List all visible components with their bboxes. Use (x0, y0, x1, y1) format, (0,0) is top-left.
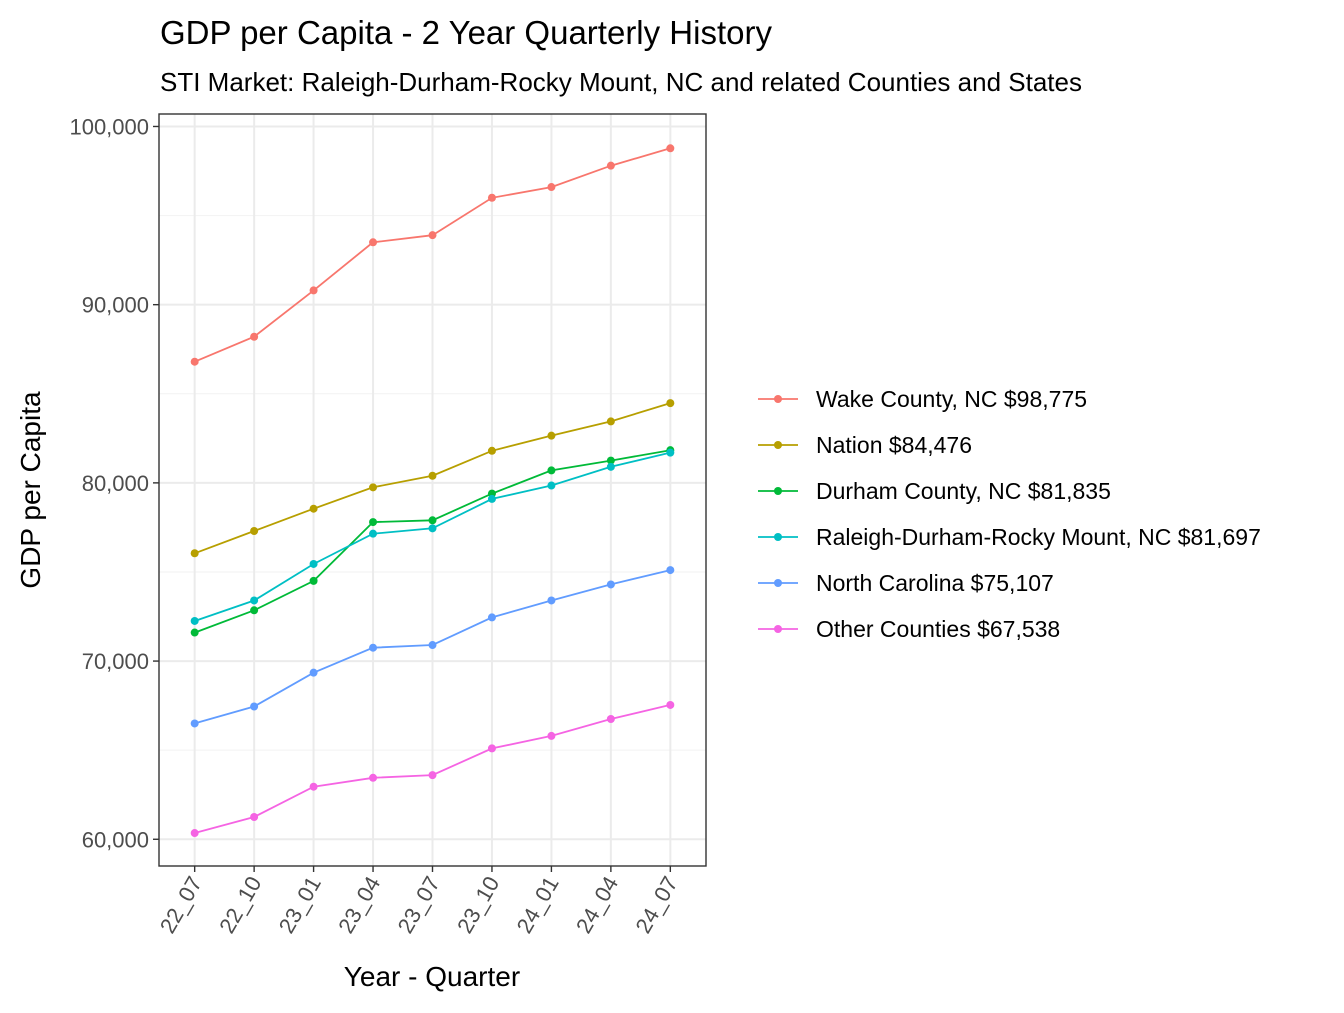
y-axis-title: GDP per Capita (15, 391, 46, 589)
legend-key-point (774, 625, 782, 633)
x-tick-label: 24_07 (630, 872, 682, 937)
series-point (250, 526, 259, 535)
legend-key-point (774, 395, 782, 403)
legend-item-3: Raleigh-Durham-Rocky Mount, NC $81,697 (758, 524, 1261, 550)
legend-key-point (774, 579, 782, 587)
series-4 (190, 566, 675, 728)
series-point (369, 238, 378, 247)
series-point (369, 483, 378, 492)
series-point (487, 613, 496, 622)
series-point (190, 616, 199, 625)
x-tick-label: 22_07 (155, 872, 207, 937)
series-point (428, 516, 437, 525)
series-point (190, 549, 199, 558)
series-point (428, 231, 437, 240)
y-tick-label: 100,000 (69, 114, 149, 139)
series-point (666, 448, 675, 457)
series-point (547, 596, 556, 605)
x-tick-label: 23_04 (333, 872, 385, 937)
series-point (487, 494, 496, 503)
series-point (428, 524, 437, 533)
series-point (606, 580, 615, 589)
series-point (487, 193, 496, 202)
y-tick-label: 70,000 (82, 649, 149, 674)
legend-key-point (774, 487, 782, 495)
legend-key-point (774, 441, 782, 449)
series-point (606, 714, 615, 723)
series-point (250, 332, 259, 341)
x-tick-label: 23_01 (274, 872, 326, 937)
series-point (309, 576, 318, 585)
series-point (250, 606, 259, 615)
series-1 (190, 399, 675, 558)
legend-item-2: Durham County, NC $81,835 (758, 478, 1111, 504)
series-point (369, 529, 378, 538)
series-point (309, 668, 318, 677)
series-point (666, 144, 675, 153)
series-point (428, 471, 437, 480)
chart-title: GDP per Capita - 2 Year Quarterly Histor… (160, 14, 772, 51)
series-point (547, 466, 556, 475)
legend-label: Raleigh-Durham-Rocky Mount, NC $81,697 (816, 524, 1261, 550)
series-point (487, 446, 496, 455)
legend-item-1: Nation $84,476 (758, 432, 972, 458)
legend-layer: Wake County, NC $98,775 Nation $84,476 Dur… (758, 386, 1261, 642)
series-point (547, 183, 556, 192)
y-tick-label: 60,000 (82, 827, 149, 852)
legend-label: Nation $84,476 (816, 432, 972, 458)
series-point (190, 719, 199, 728)
series-point (309, 504, 318, 513)
series-point (369, 773, 378, 782)
series-point (606, 456, 615, 465)
series-point (190, 829, 199, 838)
x-tick-label: 22_10 (214, 872, 266, 937)
legend-label: Other Counties $67,538 (816, 616, 1060, 642)
series-point (250, 702, 259, 711)
legend-label: Durham County, NC $81,835 (816, 478, 1111, 504)
legend-key-point (774, 533, 782, 541)
series-point (547, 731, 556, 740)
series-layer (190, 144, 675, 838)
x-tick-label: 23_07 (393, 872, 445, 937)
series-point (547, 431, 556, 440)
y-tick-label: 90,000 (82, 293, 149, 318)
series-point (606, 417, 615, 426)
series-point (428, 771, 437, 780)
x-tick-label: 24_01 (511, 872, 563, 937)
axis-layer: 60,000 70,000 80,000 90,000 100,000 22_07 22_1… (69, 114, 682, 937)
y-tick-label: 80,000 (82, 471, 149, 496)
series-point (606, 462, 615, 471)
grid-layer (159, 114, 706, 866)
legend-item-5: Other Counties $67,538 (758, 616, 1060, 642)
series-point (309, 782, 318, 791)
x-tick-label: 23_10 (452, 872, 504, 937)
series-3 (190, 448, 675, 625)
series-point (666, 700, 675, 709)
series-point (606, 161, 615, 170)
series-point (547, 481, 556, 490)
series-point (666, 399, 675, 408)
legend-item-0: Wake County, NC $98,775 (758, 386, 1087, 412)
series-point (309, 559, 318, 568)
legend-label: North Carolina $75,107 (816, 570, 1054, 596)
series-point (666, 566, 675, 575)
series-5 (190, 700, 675, 838)
series-point (369, 518, 378, 527)
legend-item-4: North Carolina $75,107 (758, 570, 1054, 596)
x-axis-title: Year - Quarter (344, 961, 520, 992)
series-point (309, 286, 318, 295)
chart-subtitle: STI Market: Raleigh-Durham-Rocky Mount, … (160, 67, 1082, 97)
x-tick-label: 24_04 (571, 872, 623, 937)
series-0 (190, 144, 675, 366)
series-point (369, 643, 378, 652)
series-point (428, 641, 437, 650)
series-point (190, 357, 199, 366)
series-point (487, 744, 496, 753)
series-point (190, 628, 199, 637)
series-point (250, 812, 259, 821)
legend-label: Wake County, NC $98,775 (816, 386, 1087, 412)
series-point (250, 596, 259, 605)
